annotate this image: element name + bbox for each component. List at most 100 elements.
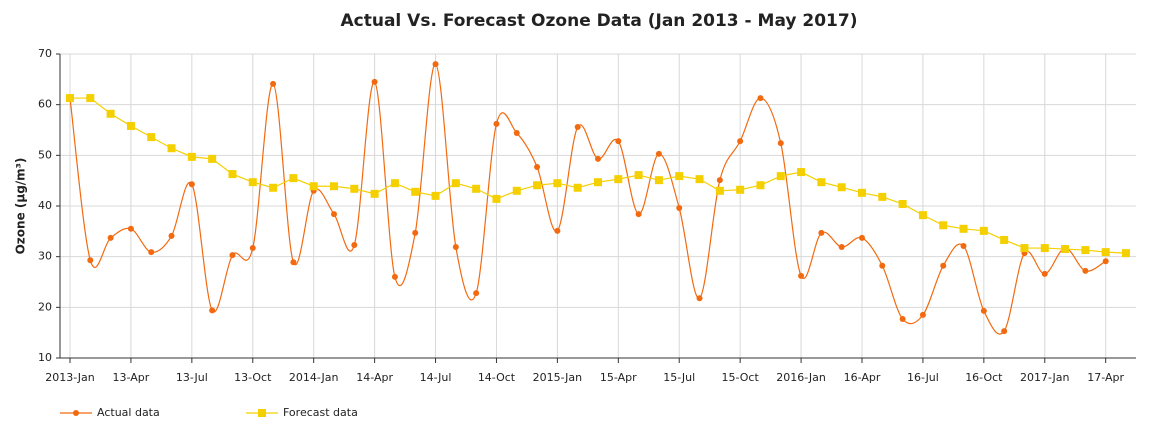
data-point (960, 243, 967, 250)
data-point (918, 211, 927, 220)
data-point (777, 140, 784, 147)
data-point (411, 187, 420, 196)
data-point (676, 205, 683, 212)
legend-marker (73, 410, 79, 416)
x-tick-label: 15-Oct (722, 371, 760, 384)
data-point (229, 252, 236, 259)
y-tick-label: 50 (38, 148, 52, 161)
data-point (167, 144, 176, 153)
y-tick-label: 70 (38, 47, 52, 60)
data-point (331, 211, 337, 218)
data-point (675, 172, 684, 181)
data-point (635, 211, 642, 218)
data-point (432, 61, 439, 68)
data-point (127, 225, 134, 232)
data-point (1082, 267, 1089, 274)
x-tick-label: 14-Jul (420, 371, 452, 384)
data-point (66, 94, 74, 103)
data-point (107, 234, 114, 241)
data-point (1001, 328, 1008, 335)
data-point (351, 242, 358, 249)
data-point (126, 121, 135, 130)
data-point (615, 138, 622, 145)
data-point (979, 226, 988, 235)
data-point (634, 171, 643, 180)
x-tick-label: 13-Apr (113, 371, 150, 384)
data-point (249, 245, 256, 252)
data-point (412, 229, 419, 236)
data-point (431, 191, 440, 200)
data-point (859, 234, 865, 241)
x-tick-label: 13-Oct (234, 371, 272, 384)
data-point (148, 249, 155, 256)
legend-label: Actual data (97, 406, 160, 419)
data-point (390, 179, 399, 188)
x-tick-label: 2017-Jan (1020, 371, 1070, 384)
x-tick-label: 14-Oct (478, 371, 516, 384)
data-point (553, 179, 562, 188)
data-point (512, 186, 521, 195)
data-point (798, 272, 805, 279)
data-point (736, 185, 745, 194)
data-point (858, 188, 866, 197)
data-point (452, 244, 459, 251)
data-point (838, 244, 845, 251)
data-point (533, 181, 542, 190)
data-point (878, 192, 887, 201)
y-tick-label: 20 (38, 300, 52, 313)
x-tick-label: 16-Jul (907, 371, 939, 384)
data-point (248, 178, 257, 187)
data-point (472, 184, 481, 193)
data-point (980, 307, 987, 314)
data-point (1101, 248, 1110, 257)
y-tick-label: 40 (38, 199, 52, 212)
legend-label: Forecast data (283, 406, 358, 419)
data-point (309, 182, 318, 191)
series-line (70, 97, 1127, 254)
x-tick-label: 15-Apr (600, 371, 637, 384)
data-point (797, 168, 806, 177)
x-tick-label: 16-Apr (844, 371, 881, 384)
x-tick-label: 16-Oct (965, 371, 1003, 384)
data-point (716, 177, 723, 184)
x-tick-label: 17-Apr (1087, 371, 1124, 384)
data-point (655, 150, 662, 157)
data-point (899, 315, 906, 322)
data-point (574, 123, 581, 130)
data-point (1102, 258, 1109, 265)
data-point (1040, 244, 1049, 253)
data-point (1081, 246, 1090, 255)
x-tick-label: 2014-Jan (289, 371, 339, 384)
data-point (573, 183, 582, 192)
data-point (695, 175, 704, 184)
data-point (1000, 235, 1009, 244)
data-point (1061, 245, 1070, 254)
y-tick-label: 30 (38, 250, 52, 263)
x-tick-label: 2013-Jan (45, 371, 95, 384)
legend-marker (258, 409, 266, 417)
y-tick-label: 60 (38, 98, 52, 111)
data-point (959, 224, 968, 233)
data-point (837, 183, 846, 192)
data-point (330, 182, 338, 191)
data-point (614, 175, 623, 184)
x-tick-label: 14-Apr (356, 371, 393, 384)
data-point (554, 227, 561, 234)
data-point (756, 181, 765, 190)
data-point (290, 259, 297, 266)
data-point (289, 174, 298, 183)
data-point (370, 189, 379, 198)
data-point (898, 199, 907, 208)
data-point (208, 154, 217, 163)
data-point (534, 163, 541, 170)
data-point (147, 133, 156, 142)
data-point (595, 155, 601, 162)
x-tick-label: 13-Jul (176, 371, 208, 384)
data-point (371, 78, 378, 85)
data-point (168, 232, 175, 239)
data-point (86, 94, 95, 103)
series-line (69, 63, 1106, 335)
data-point (492, 194, 501, 203)
data-point (737, 138, 744, 145)
